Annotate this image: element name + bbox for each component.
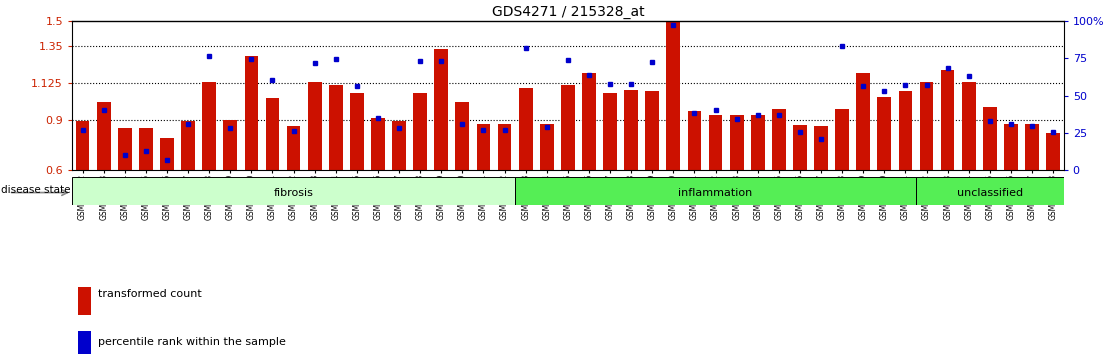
Bar bbox=[772, 109, 786, 170]
Text: percentile rank within the sample: percentile rank within the sample bbox=[98, 337, 286, 347]
Bar bbox=[392, 121, 406, 170]
Bar bbox=[117, 128, 132, 170]
Bar bbox=[688, 111, 701, 170]
Bar bbox=[245, 56, 258, 170]
Bar bbox=[814, 126, 828, 170]
Text: inflammation: inflammation bbox=[678, 188, 752, 198]
Bar bbox=[497, 124, 512, 170]
Bar bbox=[1004, 125, 1018, 170]
Bar bbox=[371, 118, 384, 170]
Bar bbox=[1025, 125, 1039, 170]
Bar bbox=[645, 91, 659, 170]
Text: disease state: disease state bbox=[1, 185, 71, 195]
Bar bbox=[916, 177, 1064, 205]
Bar bbox=[899, 91, 912, 170]
Bar bbox=[519, 88, 533, 170]
Bar bbox=[1046, 133, 1060, 170]
Bar bbox=[203, 82, 216, 170]
Bar bbox=[561, 85, 575, 170]
Bar bbox=[941, 70, 954, 170]
Bar bbox=[603, 93, 617, 170]
Bar bbox=[138, 128, 153, 170]
Bar bbox=[434, 49, 448, 170]
Bar bbox=[962, 82, 975, 170]
Bar bbox=[182, 121, 195, 170]
Bar bbox=[730, 115, 743, 170]
Bar bbox=[476, 124, 491, 170]
Bar bbox=[75, 121, 90, 170]
Bar bbox=[413, 93, 427, 170]
Bar bbox=[920, 82, 933, 170]
Bar bbox=[72, 177, 515, 205]
Text: unclassified: unclassified bbox=[957, 188, 1023, 198]
Bar bbox=[224, 120, 237, 170]
Bar bbox=[983, 107, 997, 170]
Bar bbox=[709, 115, 722, 170]
Bar bbox=[308, 82, 321, 170]
Bar bbox=[455, 102, 469, 170]
Bar bbox=[582, 73, 596, 170]
Bar bbox=[515, 177, 916, 205]
Bar bbox=[667, 18, 680, 170]
Bar bbox=[878, 97, 891, 170]
Bar bbox=[266, 98, 279, 170]
Bar bbox=[856, 73, 870, 170]
Text: fibrosis: fibrosis bbox=[274, 188, 314, 198]
Bar bbox=[793, 125, 807, 170]
Bar bbox=[624, 90, 638, 170]
Bar bbox=[350, 93, 363, 170]
Bar bbox=[96, 102, 111, 170]
Text: transformed count: transformed count bbox=[98, 289, 202, 299]
Title: GDS4271 / 215328_at: GDS4271 / 215328_at bbox=[492, 5, 644, 19]
Bar bbox=[751, 115, 765, 170]
Bar bbox=[835, 109, 849, 170]
Bar bbox=[287, 126, 300, 170]
Bar bbox=[540, 125, 554, 170]
Bar bbox=[329, 85, 342, 170]
Bar bbox=[161, 138, 174, 170]
